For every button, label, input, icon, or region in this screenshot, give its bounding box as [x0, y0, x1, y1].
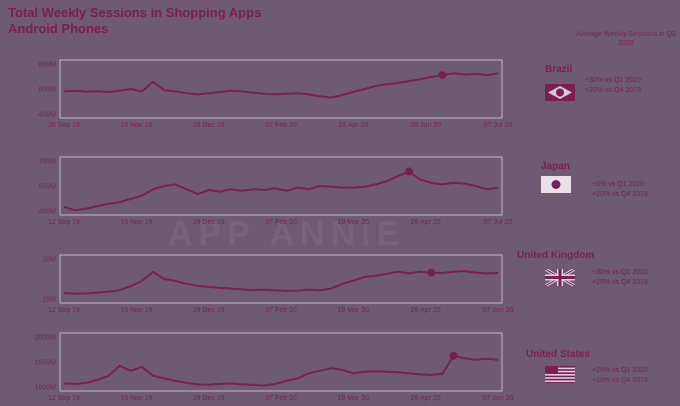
- japan-y-tick-label: 550M: [38, 184, 56, 191]
- united-states-y-tick-label: 1000M: [35, 385, 57, 392]
- japan-series-line: [63, 170, 499, 212]
- united-kingdom-x-tick-label: 28 Dec 19: [193, 307, 225, 314]
- us-flag-icon: [545, 366, 575, 383]
- united-states-x-tick-label: 16 Nov 19: [120, 395, 152, 402]
- uk-flag-icon: [545, 269, 575, 286]
- united-kingdom-series-line: [63, 270, 499, 295]
- brazil-y-tick-label: 800M: [38, 62, 56, 69]
- brazil-y-tick-label: 600M: [38, 87, 56, 94]
- united-states-plot-frame: [59, 332, 503, 392]
- united-states-y-tick-label: 2000M: [35, 335, 57, 342]
- japan-x-tick-label: 28 Dec 19: [193, 219, 225, 226]
- country-label-united-states: United States: [526, 349, 590, 360]
- country-label-japan: Japan: [541, 161, 570, 172]
- united-states-x-tick-label: 19 Mar 20: [338, 395, 370, 402]
- brazil-x-tick-label: 28 Dec 19: [193, 122, 225, 129]
- japan-flag-icon: [541, 176, 571, 193]
- japan-y-tick-label: 400M: [38, 209, 56, 216]
- watermark: APP ANNIE: [168, 215, 406, 253]
- uk-stat-q4: +25% vs Q4 2019: [592, 279, 648, 286]
- brazil-stat-q4: +20% vs Q4 2019: [585, 87, 641, 94]
- us-stat-q1: +25% vs Q1 2020: [592, 367, 648, 374]
- brazil-x-tick-label: 07 Feb 20: [265, 122, 297, 129]
- united-states-x-tick-label: 07 Jun 20: [483, 395, 514, 402]
- united-states-y-tick-label: 1500M: [35, 360, 57, 367]
- brazil-peak-marker: [438, 71, 447, 80]
- united-states-x-tick-label: 28 Dec 19: [193, 395, 225, 402]
- japan-x-tick-label: 19 Mar 20: [338, 219, 370, 226]
- brazil-flag-icon: [545, 84, 575, 101]
- japan-plot-frame: [59, 156, 503, 216]
- united-states-x-tick-label: 28 Apr 20: [411, 395, 441, 402]
- united-kingdom-x-tick-label: 07 Feb 20: [265, 307, 297, 314]
- us-stat-q4: +10% vs Q4 2019: [592, 377, 648, 384]
- united-kingdom-x-tick-label: 16 Nov 19: [120, 307, 152, 314]
- uk-stat-q1: +30% vs Q1 2020: [592, 269, 648, 276]
- united-states-series-line: [63, 354, 499, 387]
- brazil-y-tick-label: 400M: [38, 112, 56, 119]
- japan-x-tick-label: 07 Jul 20: [484, 219, 513, 226]
- japan-stat-q4: +20% vs Q4 2019: [592, 191, 648, 198]
- japan-x-tick-label: 28 Apr 20: [411, 219, 441, 226]
- united-kingdom-x-tick-label: 12 Sep 19: [48, 307, 80, 314]
- title-line-1: Total Weekly Sessions in Shopping Apps: [8, 5, 262, 20]
- united-kingdom-x-tick-label: 07 Jun 20: [483, 307, 514, 314]
- brazil-x-tick-label: 28 Jun 20: [410, 122, 441, 129]
- united-kingdom-x-tick-label: 28 Apr 20: [411, 307, 441, 314]
- brazil-x-tick-label: 28 Sep 19: [48, 122, 80, 129]
- united-states-peak-marker: [449, 351, 458, 360]
- japan-x-tick-label: 07 Feb 20: [265, 219, 297, 226]
- brazil-x-tick-label: 23 Apr 20: [338, 122, 368, 129]
- country-label-brazil: Brazil: [545, 64, 573, 75]
- chart-title: Total Weekly Sessions in Shopping Apps A…: [8, 5, 261, 37]
- japan-x-tick-label: 16 Nov 19: [120, 219, 152, 226]
- brazil-x-tick-label: 16 Nov 19: [120, 122, 152, 129]
- united-kingdom-y-tick-label: 15M: [42, 297, 56, 304]
- united-states-x-tick-label: 07 Feb 20: [265, 395, 297, 402]
- title-line-2: Android Phones: [8, 21, 109, 36]
- japan-stat-q1: +5% vs Q1 2020: [592, 181, 644, 188]
- brazil-series-line: [63, 72, 499, 99]
- japan-y-tick-label: 700M: [38, 159, 56, 166]
- united-states-x-tick-label: 12 Sep 19: [48, 395, 80, 402]
- brazil-x-tick-label: 07 Jul 20: [484, 122, 513, 129]
- brazil-plot-frame: [59, 59, 503, 119]
- japan-x-tick-label: 12 Sep 19: [48, 219, 80, 226]
- united-kingdom-plot-frame: [59, 254, 503, 304]
- united-kingdom-peak-marker: [427, 268, 436, 277]
- united-kingdom-y-tick-label: 20M: [42, 257, 56, 264]
- united-kingdom-x-tick-label: 19 Mar 20: [338, 307, 370, 314]
- brazil-stat-q1: +30% vs Q1 2020: [585, 77, 641, 84]
- japan-peak-marker: [404, 167, 413, 176]
- country-label-united-kingdom: United Kingdom: [517, 250, 595, 261]
- average-weekly-sessions-header: Average Weekly Sessions in Q2 2020: [576, 31, 676, 47]
